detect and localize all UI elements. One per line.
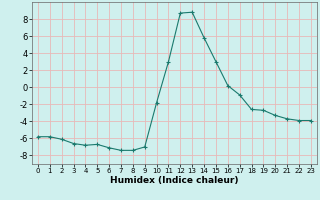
X-axis label: Humidex (Indice chaleur): Humidex (Indice chaleur) <box>110 176 239 185</box>
